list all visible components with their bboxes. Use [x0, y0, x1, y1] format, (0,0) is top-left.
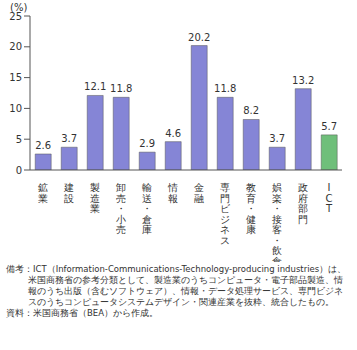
- svg-text:20: 20: [9, 41, 22, 52]
- svg-text:10: 10: [9, 103, 22, 114]
- svg-text:15: 15: [9, 72, 22, 83]
- svg-text:25: 25: [9, 11, 22, 22]
- svg-text:専門ビジネス: 専門ビジネス: [220, 182, 231, 246]
- svg-text:8.2: 8.2: [243, 105, 259, 116]
- html-text:資料：米国商務省（BEA）から作成。: 資料：米国商務省（BEA）から作成。: [6, 308, 158, 318]
- svg-text:11.8: 11.8: [110, 83, 132, 94]
- svg-text:12.1: 12.1: [84, 81, 106, 92]
- svg-text:3.7: 3.7: [61, 133, 77, 144]
- svg-text:金融: 金融: [194, 182, 204, 204]
- svg-text:4.6: 4.6: [165, 128, 181, 139]
- svg-text:政府部門: 政府部門: [298, 182, 308, 225]
- svg-text:3.7: 3.7: [269, 133, 285, 144]
- svg-text:教育・健康: 教育・健康: [246, 182, 256, 235]
- svg-text:卸売・小売: 卸売・小売: [116, 182, 126, 235]
- svg-text:鉱業: 鉱業: [38, 182, 48, 204]
- html-text:備考：ICT（Information-Communicati: 備考：ICT（Information-Communications-Techno…: [6, 264, 347, 307]
- svg-text:2.9: 2.9: [139, 138, 155, 149]
- svg-text:5.7: 5.7: [321, 121, 337, 132]
- svg-text:輸送・倉庫: 輸送・倉庫: [142, 182, 152, 235]
- svg-text:11.8: 11.8: [214, 83, 236, 94]
- svg-text:建設: 建設: [63, 182, 74, 204]
- svg-text:情報: 情報: [167, 182, 178, 204]
- svg-text:5: 5: [16, 134, 22, 145]
- svg-text:13.2: 13.2: [292, 75, 314, 86]
- svg-text:製造業: 製造業: [90, 182, 100, 214]
- svg-text:ICT: ICT: [325, 182, 333, 214]
- svg-text:20.2: 20.2: [188, 32, 210, 43]
- svg-text:2.6: 2.6: [35, 140, 51, 151]
- svg-text:娯楽・接客・飲食: 娯楽・接客・飲食: [272, 182, 282, 262]
- svg-text:0: 0: [16, 165, 22, 176]
